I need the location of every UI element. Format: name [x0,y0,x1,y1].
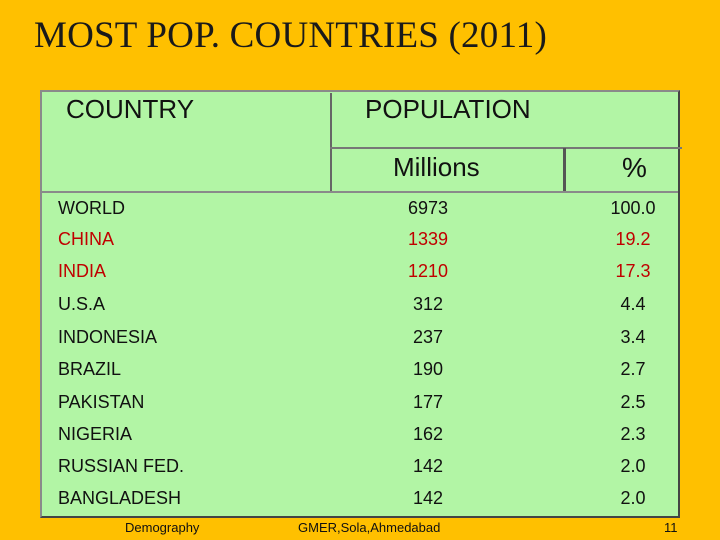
population-millions: 1210 [407,261,449,281]
table-row: PAKISTAN 177 2.5 [58,392,678,424]
country-name: INDIA [58,261,107,281]
country-name: BANGLADESH [58,488,182,508]
population-percent: 2.5 [620,392,646,412]
population-percent: 4.4 [620,294,646,314]
country-name: CHINA [58,229,115,249]
population-percent: 2.3 [620,424,646,444]
header-population: POPULATION [365,94,531,124]
slide-title: MOST POP. COUNTRIES (2011) [34,15,547,56]
table-row: INDONESIA 237 3.4 [58,327,678,359]
header-country: COUNTRY [66,94,195,124]
population-millions: 162 [412,424,444,444]
slide-number: 11 [664,520,678,535]
population-millions: 142 [412,456,444,476]
population-percent: 100.0 [610,198,656,218]
country-name: NIGERIA [58,424,133,444]
population-table [40,90,680,518]
table-row: BRAZIL 190 2.7 [58,359,678,391]
population-percent: 19.2 [615,229,651,249]
header-divider-vertical [330,93,332,191]
population-percent: 2.0 [620,488,646,508]
header-percent: % [622,152,647,183]
table-row: INDIA 1210 17.3 [58,261,678,293]
table-row: CHINA 1339 19.2 [58,229,678,261]
population-millions: 177 [412,392,444,412]
footer-institution: GMER,Sola,Ahmedabad [298,520,441,535]
country-name: RUSSIAN FED. [58,456,185,476]
population-percent: 17.3 [615,261,651,281]
footer-topic: Demography [125,520,200,535]
header-divider-horizontal [330,147,682,149]
population-millions: 142 [412,488,444,508]
country-name: BRAZIL [58,359,122,379]
population-millions: 6973 [407,198,449,218]
population-percent: 2.7 [620,359,646,379]
header-millions: Millions [393,152,480,182]
table-row: U.S.A 312 4.4 [58,294,678,326]
population-percent: 3.4 [620,327,646,347]
country-name: PAKISTAN [58,392,145,412]
population-millions: 237 [412,327,444,347]
header-divider-percent [563,148,566,192]
population-millions: 312 [412,294,444,314]
population-millions: 190 [412,359,444,379]
table-row: BANGLADESH 142 2.0 [58,488,678,520]
country-name: U.S.A [58,294,106,314]
population-millions: 1339 [407,229,449,249]
table-row: WORLD 6973 100.0 [58,198,678,230]
country-name: WORLD [58,198,125,218]
population-percent: 2.0 [620,456,646,476]
country-name: INDONESIA [58,327,158,347]
header-divider-bottom [42,191,678,193]
table-row: NIGERIA 162 2.3 [58,424,678,456]
table-row: RUSSIAN FED. 142 2.0 [58,456,678,488]
